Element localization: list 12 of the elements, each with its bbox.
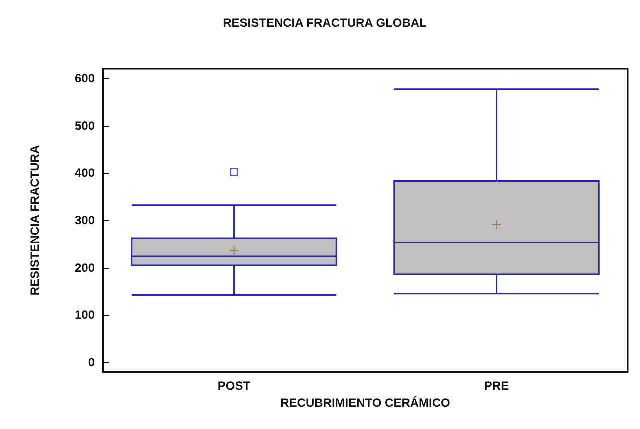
y-axis-title: RESISTENCIA FRACTURA <box>28 145 42 296</box>
y-tick-label: 300 <box>74 214 96 228</box>
x-tick-label: POST <box>218 379 252 393</box>
y-tick-label: 500 <box>74 118 96 133</box>
y-tick-label: 100 <box>74 308 96 322</box>
y-tick-label: 600 <box>74 71 96 86</box>
chart-title: RESISTENCIA FRACTURA GLOBAL <box>223 16 427 30</box>
y-tick-label: 0 <box>88 356 96 370</box>
y-tick-label: 400 <box>74 166 96 180</box>
x-axis-title: RECUBRIMIENTO CERÁMICO <box>280 396 450 410</box>
x-tick-label: PRE <box>484 379 510 393</box>
y-tick-label: 200 <box>74 260 96 275</box>
